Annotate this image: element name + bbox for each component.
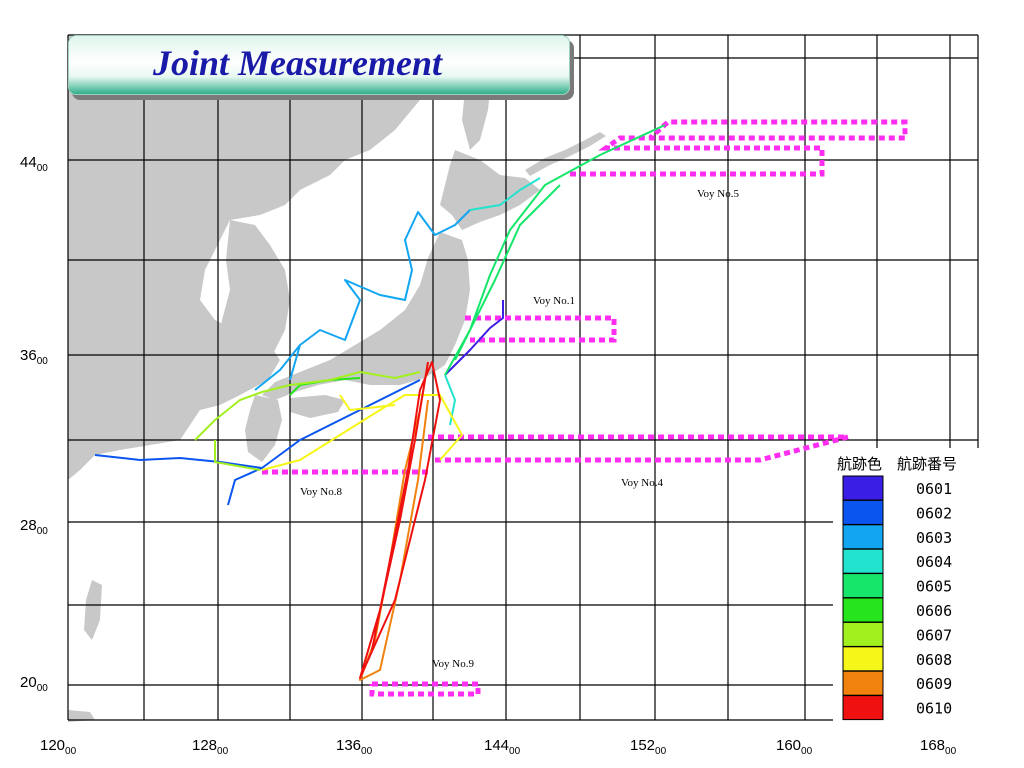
track-0603 (254, 209, 471, 391)
legend-swatch-0602 (842, 499, 884, 525)
title-banner: Joint Measurement (68, 35, 570, 95)
legend-col2-header: 航跡番号 (897, 455, 957, 473)
y-tick-44: 4400 (20, 154, 48, 174)
legend-swatch-0608 (842, 646, 884, 672)
legend-swatch-0607 (842, 621, 884, 647)
track-0607 (194, 371, 421, 471)
ship-tracks (94, 124, 666, 681)
route-voy-5 (570, 119, 908, 177)
legend-swatch-0604 (842, 548, 884, 574)
axis-tick-labels: 12000 12800 13600 14400 15200 16000 16800 4400 3… (20, 154, 957, 757)
kuril-islands (525, 132, 606, 176)
continent-landmass (68, 35, 470, 480)
legend-swatch-0601 (842, 475, 884, 501)
route-voy-1 (465, 315, 617, 343)
legend-code-0610: 0610 (916, 700, 952, 718)
voy-label-8: Voy No.8 (300, 486, 342, 498)
legend-code-0604: 0604 (916, 553, 952, 571)
legend: 航跡色 航跡番号 0601 0602 0603 0604 0605 0606 0607 060… (833, 448, 981, 723)
y-tick-28: 2800 (20, 517, 48, 537)
legend-code-0605: 0605 (916, 578, 952, 596)
x-tick-136: 13600 (336, 737, 373, 757)
x-tick-128: 12800 (192, 737, 229, 757)
y-tick-20: 2000 (20, 674, 48, 694)
legend-swatch-0603 (842, 524, 884, 550)
x-tick-168: 16800 (920, 737, 957, 757)
planned-routes (262, 119, 908, 697)
legend-swatch-0606 (842, 597, 884, 623)
track-0601 (444, 300, 504, 376)
korea-peninsula (218, 220, 290, 395)
voy-label-4: Voy No.4 (621, 477, 663, 489)
track-0608 (261, 394, 463, 471)
luzon-island (68, 710, 95, 722)
route-voy-4 (428, 434, 849, 463)
hokkaido-island (440, 150, 540, 230)
x-tick-144: 14400 (484, 737, 521, 757)
y-tick-36: 3600 (20, 347, 48, 367)
shikoku-island (290, 395, 345, 418)
kyushu-island (245, 395, 282, 462)
page-title: Joint Measurement (153, 43, 443, 83)
x-tick-120: 12000 (40, 737, 77, 757)
x-tick-160: 16000 (776, 737, 813, 757)
legend-code-0609: 0609 (916, 675, 952, 693)
taiwan-island (84, 580, 102, 640)
track-0610 (359, 361, 441, 679)
legend-col1-header: 航跡色 (837, 455, 882, 473)
voy-label-1: Voy No.1 (533, 295, 575, 307)
track-0605 (444, 124, 666, 376)
voy-label-5: Voy No.5 (697, 188, 739, 200)
legend-code-0603: 0603 (916, 529, 952, 547)
legend-code-0602: 0602 (916, 504, 952, 522)
legend-swatch-0609 (842, 670, 884, 696)
legend-swatch-0610 (842, 695, 884, 721)
honshu-island (262, 232, 470, 400)
land-layer (68, 35, 606, 722)
legend-code-0601: 0601 (916, 480, 952, 498)
legend-code-0608: 0608 (916, 651, 952, 669)
legend-code-0607: 0607 (916, 626, 952, 644)
x-tick-152: 15200 (630, 737, 667, 757)
legend-code-0606: 0606 (916, 602, 952, 620)
route-voy-9 (369, 681, 481, 697)
legend-swatch-0605 (842, 573, 884, 599)
voy-label-9: Voy No.9 (432, 658, 474, 670)
